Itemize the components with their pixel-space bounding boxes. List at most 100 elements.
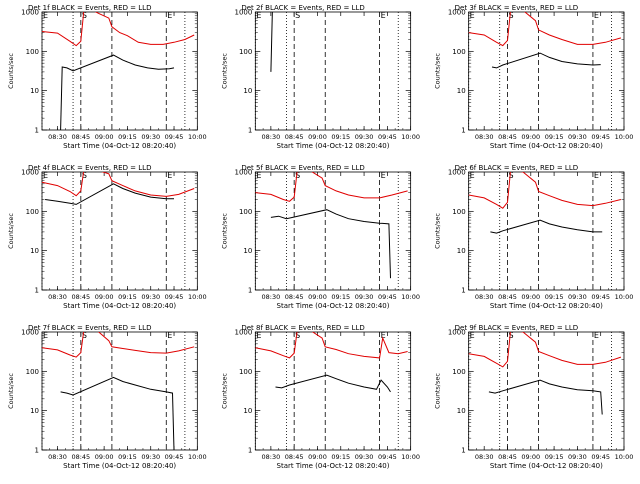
time-marker-label: E [256, 171, 261, 180]
y-axis-label: Counts/sec [434, 53, 442, 89]
x-tick-label: 08:30 [48, 133, 67, 141]
y-axis-label: Counts/sec [434, 213, 442, 249]
y-tick-label: 10 [30, 247, 39, 255]
x-tick-label: 09:30 [141, 133, 160, 141]
y-axis-label: Counts/sec [220, 213, 228, 249]
y-tick-label: 1000 [448, 9, 466, 17]
time-marker-label: S [82, 331, 87, 340]
y-axis-label: Counts/sec [7, 373, 15, 409]
x-tick-label: 09:15 [545, 293, 564, 301]
events-series-line [45, 183, 174, 205]
chart-title: Det 1f BLACK = Events, RED = LLD [28, 4, 151, 12]
y-tick-label: 100 [239, 48, 252, 56]
y-tick-label: 10 [243, 87, 252, 95]
y-tick-label: 1000 [21, 329, 39, 337]
y-tick-label: 100 [452, 208, 465, 216]
events-series-line [490, 219, 603, 234]
y-axis-label: Counts/sec [220, 373, 228, 409]
x-tick-label: 09:15 [545, 133, 564, 141]
time-marker-label: E [43, 171, 48, 180]
events-series-line [270, 209, 391, 279]
x-tick-label: 08:30 [48, 453, 67, 461]
x-tick-label: 09:45 [378, 293, 397, 301]
x-tick-label: 08:45 [285, 453, 304, 461]
y-tick-label: 1000 [235, 329, 253, 337]
y-tick-label: 100 [239, 208, 252, 216]
time-marker-label: E [167, 331, 172, 340]
x-tick-label: 10:00 [188, 133, 207, 141]
x-axis-label: Start Time (04-Oct-12 08:20:40) [63, 302, 176, 310]
x-tick-label: 09:00 [95, 453, 114, 461]
chart-panel-9: Det 9f BLACK = Events, RED = LLD 1 10 100 10… [434, 324, 634, 470]
y-axis-label: Counts/sec [434, 373, 442, 409]
events-series-line [275, 374, 391, 393]
x-tick-label: 09:45 [591, 293, 610, 301]
time-marker-label: S [295, 331, 300, 340]
time-marker-label: E [256, 331, 261, 340]
x-tick-label: 09:30 [355, 133, 374, 141]
events-series-line [60, 54, 175, 130]
x-tick-label: 08:45 [285, 133, 304, 141]
plot-frame [468, 11, 625, 131]
x-tick-label: 09:45 [165, 133, 184, 141]
x-tick-label: 09:00 [308, 293, 327, 301]
plot-frame [468, 331, 625, 451]
y-tick-label: 10 [457, 87, 466, 95]
y-tick-label: 1 [35, 447, 39, 455]
time-marker-label: S [508, 171, 513, 180]
x-tick-label: 10:00 [615, 293, 634, 301]
time-marker-label: S [82, 11, 87, 20]
chart-title: Det 5f BLACK = Events, RED = LLD [241, 164, 364, 172]
events-series-line [491, 52, 601, 69]
time-marker-label: E [594, 11, 599, 20]
plot-frame [254, 11, 412, 131]
x-tick-label: 09:00 [308, 453, 327, 461]
x-tick-label: 09:00 [521, 453, 540, 461]
plot-frame [468, 171, 625, 291]
time-marker-label: E [256, 11, 261, 20]
y-tick-label: 1 [35, 287, 39, 295]
lld-series-line [255, 332, 408, 359]
y-tick-label: 1000 [448, 169, 466, 177]
time-marker-label: E [594, 171, 599, 180]
x-tick-label: 09:15 [331, 293, 350, 301]
y-tick-label: 10 [457, 247, 466, 255]
y-tick-label: 1000 [21, 9, 39, 17]
x-tick-label: 09:15 [545, 453, 564, 461]
y-tick-label: 1 [461, 287, 465, 295]
time-marker-label: E [594, 331, 599, 340]
y-tick-label: 100 [26, 48, 39, 56]
x-axis-label: Start Time (04-Oct-12 08:20:40) [277, 142, 390, 150]
y-tick-label: 1 [248, 447, 252, 455]
x-tick-label: 08:45 [498, 293, 517, 301]
time-marker-label: S [295, 11, 300, 20]
chart-panel-3: Det 3f BLACK = Events, RED = LLD 1 10 100 10… [434, 4, 634, 150]
chart-title: Det 7f BLACK = Events, RED = LLD [28, 324, 151, 332]
y-tick-label: 1000 [235, 169, 253, 177]
y-tick-label: 1000 [21, 169, 39, 177]
x-tick-label: 09:30 [568, 133, 587, 141]
x-tick-label: 08:30 [261, 293, 280, 301]
x-tick-label: 10:00 [188, 293, 207, 301]
time-marker-label: S [508, 331, 513, 340]
chart-title: Det 6f BLACK = Events, RED = LLD [455, 164, 578, 172]
time-marker-label: E [43, 11, 48, 20]
x-tick-label: 09:00 [521, 133, 540, 141]
x-tick-label: 08:45 [71, 453, 90, 461]
y-tick-label: 10 [30, 87, 39, 95]
y-axis-label: Counts/sec [220, 53, 228, 89]
x-tick-label: 09:00 [521, 293, 540, 301]
x-tick-label: 10:00 [401, 453, 420, 461]
x-tick-label: 10:00 [401, 133, 420, 141]
chart-panel-2: Det 2f BLACK = Events, RED = LLD 1 10 100 10… [220, 4, 420, 150]
lld-series-line [468, 172, 622, 209]
x-tick-label: 09:45 [591, 133, 610, 141]
x-tick-label: 08:45 [71, 133, 90, 141]
x-tick-label: 08:45 [498, 133, 517, 141]
y-tick-label: 10 [243, 407, 252, 415]
y-tick-label: 100 [452, 368, 465, 376]
chart-title: Det 4f BLACK = Events, RED = LLD [28, 164, 151, 172]
x-tick-label: 09:15 [118, 133, 137, 141]
x-tick-label: 09:45 [378, 453, 397, 461]
